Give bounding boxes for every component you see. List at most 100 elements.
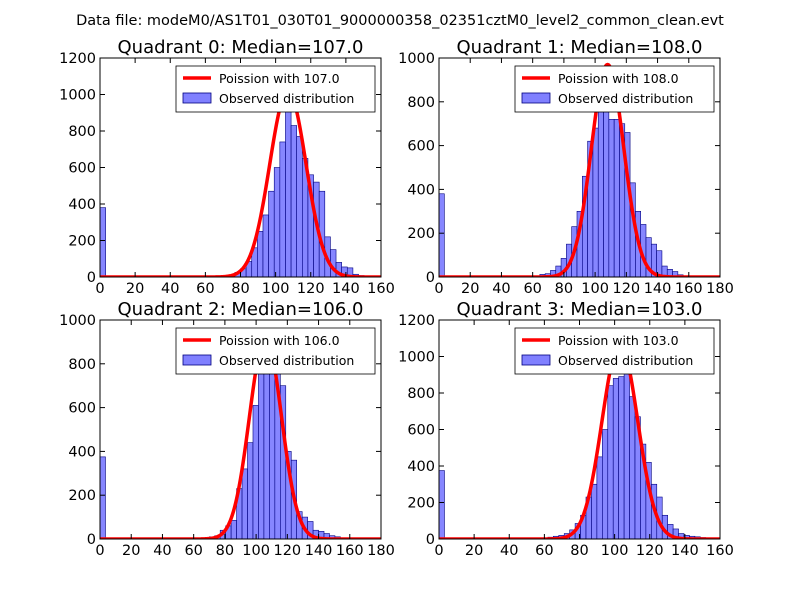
x-tick-label: 60 <box>523 281 541 297</box>
x-tick-label: 120 <box>297 281 325 297</box>
histogram-bar <box>592 127 599 277</box>
histogram-bar <box>285 94 292 277</box>
x-tick-label: 20 <box>461 281 479 297</box>
histogram-bar <box>656 250 663 277</box>
legend-box <box>514 327 715 375</box>
plot-area <box>439 62 720 277</box>
x-tick-label: 20 <box>126 281 144 297</box>
x-tick-label: 120 <box>273 543 301 559</box>
y-tick-label: 600 <box>407 139 435 155</box>
histogram-bar <box>269 345 276 539</box>
axes-frame <box>99 319 382 540</box>
x-tick-label: 60 <box>196 281 214 297</box>
histogram-bar <box>100 207 106 277</box>
y-tick-label: 400 <box>68 444 96 460</box>
axes-frame <box>438 57 721 278</box>
histogram-bar <box>612 378 619 539</box>
histogram-bar <box>602 429 609 539</box>
legend-bar-swatch <box>182 354 212 366</box>
histogram-bar <box>439 470 445 539</box>
histogram-bar <box>346 267 354 277</box>
x-tick-label: 100 <box>262 281 290 297</box>
histogram-bar <box>613 119 620 277</box>
y-tick-label: 1000 <box>398 350 435 366</box>
legend: Poission with 107.0 Observed distribution <box>175 65 376 113</box>
histogram-bar <box>596 456 603 539</box>
histogram-bar <box>230 520 237 539</box>
y-tick-label: 600 <box>407 423 435 439</box>
y-tick-label: 1200 <box>398 313 435 329</box>
subplot-title: Quadrant 2: Median=106.0 <box>118 299 364 320</box>
legend-curve-label: Poission with 108.0 <box>558 71 679 86</box>
subplot-quadrant-2: 0 20 40 60 80 100 120 140 160 180 0 200 400 600 800 100… <box>59 299 395 559</box>
x-tick-label: 140 <box>671 543 699 559</box>
histogram-bar <box>258 356 265 539</box>
subplot-title: Quadrant 1: Median=108.0 <box>457 37 703 58</box>
legend-bar-label: Observed distribution <box>219 91 354 106</box>
legend-box <box>175 65 376 113</box>
x-tick-label: 60 <box>535 543 553 559</box>
x-tick-label: 140 <box>332 281 360 297</box>
x-tick-label: 80 <box>231 281 249 297</box>
legend: Poission with 106.0 Observed distribution <box>175 327 376 375</box>
histogram-bar <box>623 356 630 539</box>
histogram-bar <box>262 214 269 277</box>
y-tick-label: 200 <box>407 226 435 242</box>
x-tick-label: 120 <box>636 543 664 559</box>
x-tick-label: 40 <box>492 281 510 297</box>
x-tick-label: 120 <box>612 281 640 297</box>
y-tick-label: 0 <box>426 532 435 548</box>
y-tick-label: 0 <box>87 270 96 286</box>
y-tick-label: 200 <box>407 496 435 512</box>
legend-curve-label: Poission with 103.0 <box>558 333 679 348</box>
subplot-quadrant-0: 0 20 40 60 80 100 120 140 160 0 200 400 600 800 1000 12… <box>59 37 395 297</box>
histogram-bar <box>439 193 445 277</box>
y-tick-label: 400 <box>407 182 435 198</box>
x-tick-label: 140 <box>644 281 672 297</box>
histogram-bar <box>241 468 248 539</box>
subplot-title: Quadrant 3: Median=103.0 <box>457 299 703 320</box>
histogram-bar <box>279 141 286 277</box>
x-tick-label: 100 <box>581 281 609 297</box>
legend-box <box>175 327 376 375</box>
legend-bar-label: Observed distribution <box>558 353 693 368</box>
x-tick-label: 0 <box>95 543 104 559</box>
legend-bar-label: Observed distribution <box>558 91 693 106</box>
histogram-bar <box>296 136 303 277</box>
legend-curve-label: Poission with 106.0 <box>219 333 340 348</box>
histogram-bar <box>247 442 254 539</box>
histogram-bar <box>608 119 615 277</box>
y-tick-label: 800 <box>68 124 96 140</box>
y-tick-label: 600 <box>68 161 96 177</box>
histogram-bar <box>607 385 614 539</box>
histogram-bar <box>273 167 281 277</box>
histogram-bar <box>290 125 297 277</box>
histogram-bar <box>268 190 275 277</box>
x-tick-label: 180 <box>367 543 395 559</box>
y-tick-label: 0 <box>426 270 435 286</box>
poisson-curve <box>100 89 381 277</box>
x-tick-label: 20 <box>465 543 483 559</box>
x-tick-label: 0 <box>95 281 104 297</box>
y-tick-label: 200 <box>68 488 96 504</box>
x-tick-label: 180 <box>706 281 734 297</box>
legend: Poission with 108.0 Observed distribution <box>514 65 715 113</box>
legend-box <box>514 65 715 113</box>
legend-bar-swatch <box>521 354 551 366</box>
x-tick-label: 140 <box>305 543 333 559</box>
y-tick-label: 800 <box>68 357 96 373</box>
y-tick-label: 400 <box>68 197 96 213</box>
x-tick-label: 0 <box>434 543 443 559</box>
x-tick-label: 0 <box>434 281 443 297</box>
x-tick-label: 80 <box>555 281 573 297</box>
x-tick-label: 160 <box>675 281 703 297</box>
y-tick-label: 200 <box>68 234 96 250</box>
plot-area <box>100 89 381 277</box>
x-tick-label: 80 <box>216 543 234 559</box>
subplot-grid: 0 20 40 60 80 100 120 140 1600200400600800100012… <box>59 37 734 559</box>
y-tick-label: 1000 <box>398 51 435 67</box>
x-tick-label: 160 <box>706 543 734 559</box>
x-tick-label: 100 <box>242 543 270 559</box>
x-tick-label: 40 <box>153 543 171 559</box>
